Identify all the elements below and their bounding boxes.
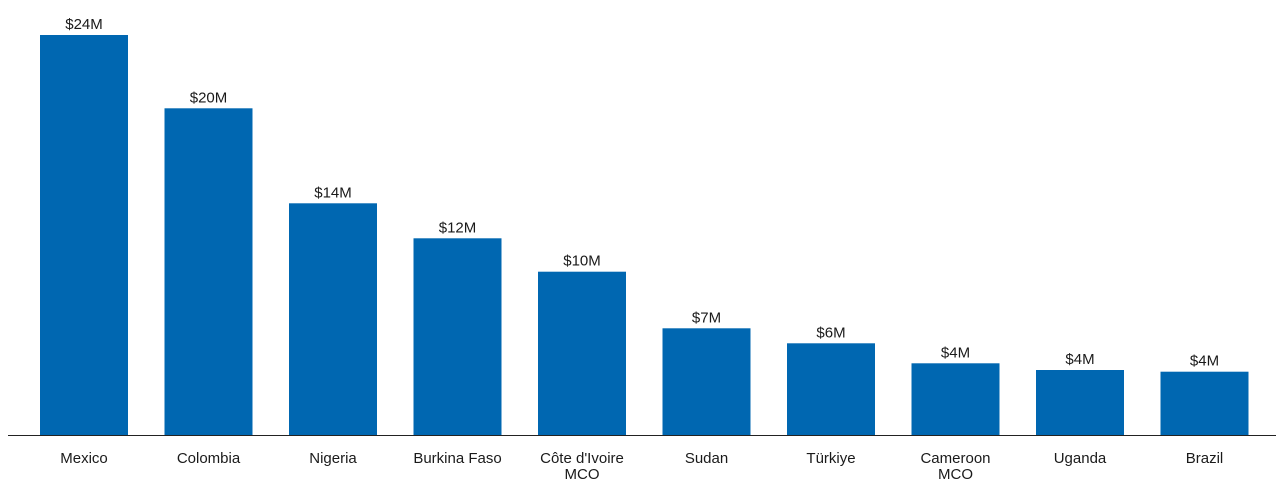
category-label: Sudan xyxy=(685,450,728,467)
bar-value-label: $4M xyxy=(941,344,970,361)
bar-value-label: $20M xyxy=(190,89,228,106)
category-label: Brazil xyxy=(1186,450,1224,467)
bar xyxy=(164,108,253,436)
category-labels-group: Mexico Colombia Nigeria Burkina Faso Côte d'… xyxy=(60,450,1223,482)
category-label-line: Uganda xyxy=(1054,450,1107,467)
category-label-line: Brazil xyxy=(1186,450,1224,467)
category-label-line: Türkiye xyxy=(806,450,855,467)
bar-value-label: $14M xyxy=(314,184,352,201)
category-label-line: Côte d'Ivoire xyxy=(540,450,624,467)
category-label-line: Sudan xyxy=(685,450,728,467)
value-labels-group: $24M $20M $14M $12M $10M $7M $6M $4M $4M $4M xyxy=(65,16,1219,370)
bar-value-label: $4M xyxy=(1190,353,1219,370)
category-label: Nigeria xyxy=(309,450,357,467)
category-label-line: Burkina Faso xyxy=(413,450,501,467)
category-label-line: Cameroon xyxy=(920,450,990,467)
category-label-line: MCO xyxy=(938,466,973,482)
bars-group xyxy=(40,35,1249,436)
category-label-line: Colombia xyxy=(177,450,241,467)
bar-value-label: $4M xyxy=(1065,351,1094,368)
bar xyxy=(538,271,626,435)
bar xyxy=(289,203,377,435)
bar-value-label: $10M xyxy=(563,253,601,270)
category-label-line: MCO xyxy=(565,466,600,482)
category-label-line: Nigeria xyxy=(309,450,357,467)
category-label: Burkina Faso xyxy=(413,450,501,467)
bar-value-label: $12M xyxy=(439,219,477,236)
category-label-line: Mexico xyxy=(60,450,108,467)
category-label: Cameroon MCO xyxy=(920,450,990,482)
bar xyxy=(662,328,751,435)
bar xyxy=(413,238,502,435)
category-label: Côte d'Ivoire MCO xyxy=(540,450,624,482)
bar xyxy=(787,343,875,435)
bar xyxy=(911,363,1000,435)
bar xyxy=(1160,371,1249,435)
category-label: Mexico xyxy=(60,450,108,467)
category-label: Türkiye xyxy=(806,450,855,467)
bar-value-label: $7M xyxy=(692,309,721,326)
bar xyxy=(40,35,128,435)
bar-value-label: $24M xyxy=(65,16,103,33)
bar-value-label: $6M xyxy=(816,324,845,341)
category-label: Uganda xyxy=(1054,450,1107,467)
bar xyxy=(1036,370,1124,435)
category-label: Colombia xyxy=(177,450,241,467)
